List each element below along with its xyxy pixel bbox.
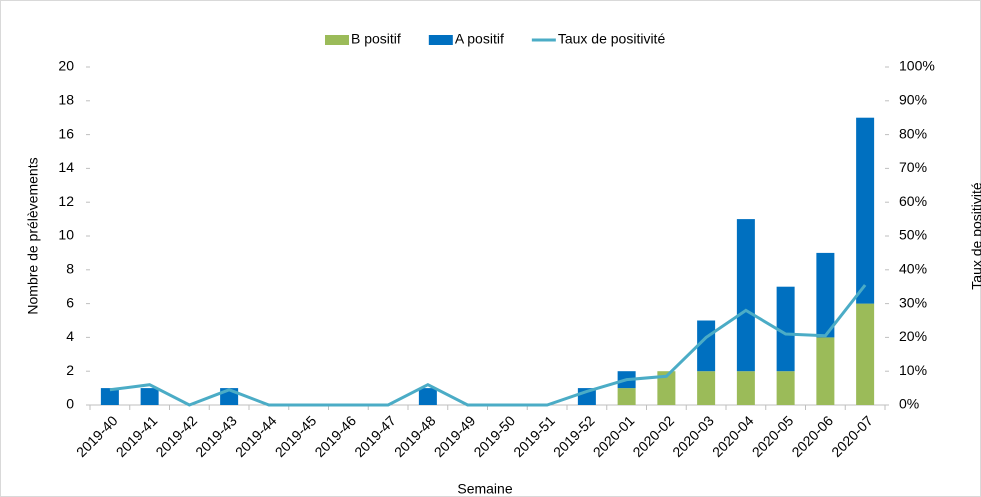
y-tick-label: 4 [66, 328, 74, 344]
x-axis-label: Semaine [457, 481, 512, 497]
y2-tick-label: 80% [899, 125, 927, 141]
legend-label: B positif [351, 31, 401, 47]
bar [657, 371, 676, 405]
y2-tick-label: 60% [899, 193, 927, 209]
y-tick-label: 10 [58, 227, 74, 243]
bar [776, 286, 795, 372]
y-tick-label: 2 [66, 362, 74, 378]
y2-tick-label: 10% [899, 362, 927, 378]
y-tick-label: 20 [58, 58, 74, 74]
bar [140, 388, 159, 405]
y2-tick-label: 20% [899, 328, 927, 344]
bar [856, 303, 875, 405]
y2-tick-label: 50% [899, 227, 927, 243]
line [109, 284, 867, 407]
bar [856, 117, 875, 304]
y-tick-label: 6 [66, 294, 74, 310]
y2-tick-label: 30% [899, 294, 927, 310]
y-tick-label: 14 [58, 159, 74, 175]
y2-tick-label: 70% [899, 159, 927, 175]
bar [736, 219, 755, 372]
y-tick-label: 8 [66, 261, 74, 277]
bar [736, 371, 755, 405]
y-tick-label: 12 [58, 193, 74, 209]
bar [418, 388, 437, 405]
bar [816, 337, 835, 405]
y-tick-label: 18 [58, 92, 74, 108]
legend-label: Taux de positivité [558, 31, 666, 47]
y2-tick-label: 90% [899, 92, 927, 108]
y2-tick-label: 100% [899, 58, 935, 74]
y2-axis-label: Taux de positivité [969, 182, 981, 290]
y2-tick-label: 0% [899, 396, 919, 412]
y-tick-label: 0 [66, 396, 74, 412]
bar [697, 371, 716, 405]
bar [776, 371, 795, 405]
bar [697, 320, 716, 372]
bar [617, 388, 636, 405]
legend-swatch [325, 35, 349, 45]
legend-swatch [428, 35, 453, 45]
legend-label: A positif [455, 31, 504, 47]
y2-tick-label: 40% [899, 261, 927, 277]
bar [816, 252, 835, 338]
y-axis-label: Nombre de prélèvements [25, 157, 41, 314]
y-tick-label: 16 [58, 125, 74, 141]
bar [100, 388, 119, 405]
